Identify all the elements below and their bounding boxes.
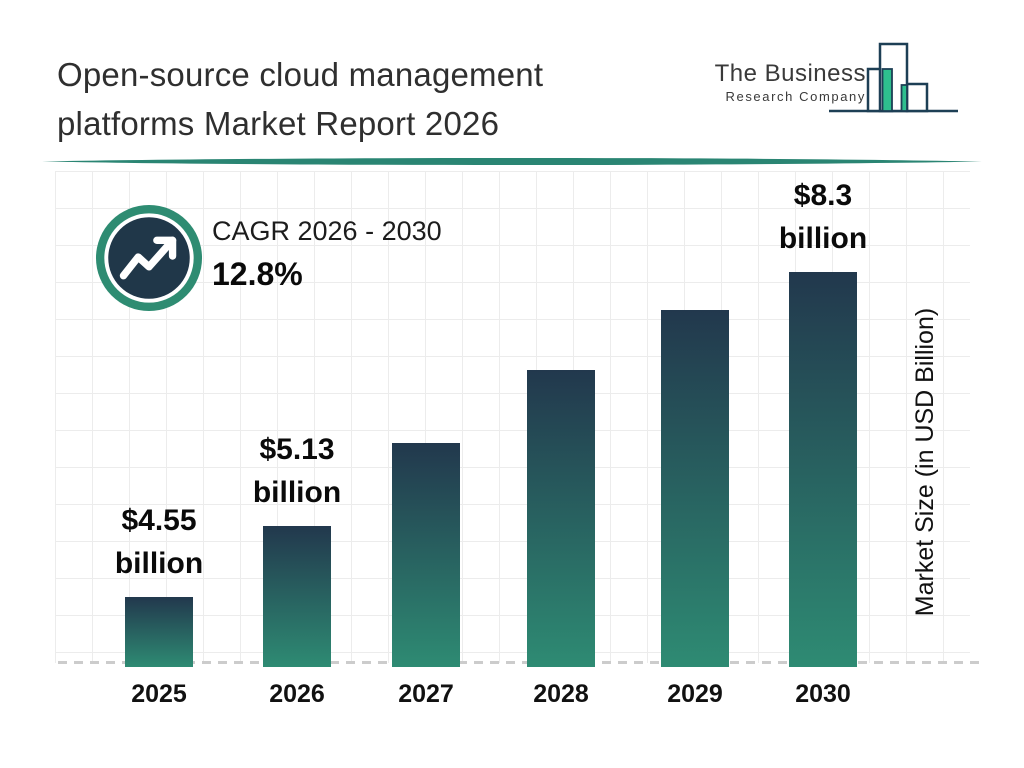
x-tick-label-2029: 2029 bbox=[667, 680, 723, 708]
x-tick-label-2030: 2030 bbox=[795, 680, 851, 708]
logo-company-subtitle: Research Company bbox=[725, 89, 866, 104]
page-title-line2: platforms Market Report 2026 bbox=[57, 105, 500, 142]
bar-2029 bbox=[661, 310, 729, 667]
chart-baseline bbox=[58, 661, 985, 664]
bar-2028 bbox=[527, 370, 595, 667]
page-title-line1: Open-source cloud management bbox=[57, 56, 544, 93]
value-label-2026: $5.13 billion bbox=[252, 433, 342, 509]
cagr-value: 12.8% bbox=[212, 256, 303, 292]
y-axis-label: Market Size (in USD Billion) bbox=[911, 307, 939, 617]
bar-2026 bbox=[263, 526, 331, 667]
cagr-label: CAGR 2026 - 2030 bbox=[212, 216, 442, 246]
bar-chart-logo-icon bbox=[829, 42, 958, 113]
logo-company-name: The Business bbox=[714, 60, 866, 87]
x-tick-label-2025: 2025 bbox=[131, 680, 187, 708]
trend-up-icon bbox=[95, 204, 203, 312]
bar-2030 bbox=[789, 272, 857, 667]
bar-2027 bbox=[392, 443, 460, 667]
bar-2025 bbox=[125, 597, 193, 667]
x-tick-label-2026: 2026 bbox=[269, 680, 325, 708]
cagr-block: CAGR 2026 - 2030 12.8% bbox=[212, 216, 442, 293]
divider-line bbox=[42, 157, 982, 166]
x-tick-label-2027: 2027 bbox=[398, 680, 454, 708]
value-label-2025: $4.55 billion bbox=[114, 504, 204, 580]
value-label-2030: $8.3 billion bbox=[778, 179, 868, 255]
x-tick-label-2028: 2028 bbox=[533, 680, 589, 708]
page-title: Open-source cloud management platforms M… bbox=[57, 50, 543, 148]
company-logo-text: The Business Research Company bbox=[715, 60, 866, 104]
